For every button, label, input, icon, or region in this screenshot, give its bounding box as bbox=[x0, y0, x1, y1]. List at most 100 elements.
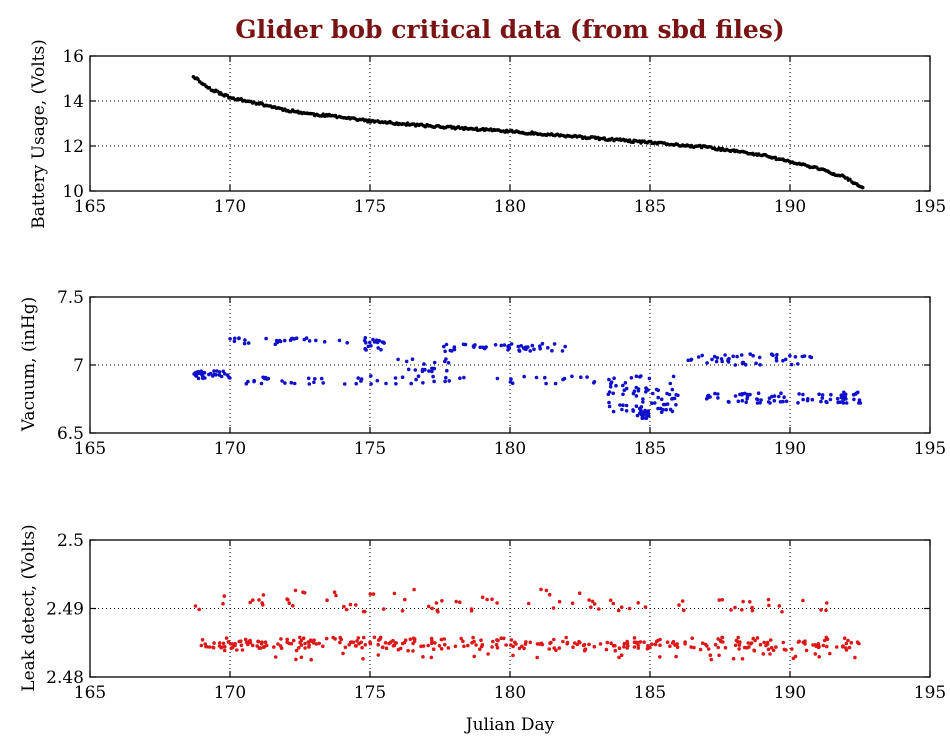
vacuum-data-point bbox=[252, 379, 256, 384]
leak-data-point bbox=[490, 597, 494, 601]
leak-y-tick-label: 2.5 bbox=[57, 531, 84, 551]
vacuum-data-point bbox=[196, 376, 201, 381]
vacuum-data-point bbox=[197, 371, 201, 376]
vacuum-data-point bbox=[829, 392, 833, 397]
vacuum-data-point bbox=[560, 349, 565, 353]
leak-data-point bbox=[677, 603, 681, 607]
vacuum-data-point bbox=[727, 400, 731, 404]
vacuum-data-point bbox=[214, 373, 218, 377]
leak-data-point bbox=[485, 597, 489, 602]
leak-data-point bbox=[557, 646, 562, 650]
vacuum-data-point bbox=[636, 388, 641, 393]
vacuum-y-axis-label: Vacuum, (inHg) bbox=[19, 297, 39, 433]
vacuum-data-point bbox=[443, 349, 447, 354]
vacuum-data-point bbox=[741, 360, 746, 365]
vacuum-panel: Vacuum, (inHg) 165 170 175 180 185 190 195 6.5 7… bbox=[19, 288, 946, 459]
leak-data-point bbox=[443, 642, 447, 647]
vacuum-data-point bbox=[668, 381, 673, 386]
vacuum-data-point bbox=[406, 367, 411, 372]
battery-data-point bbox=[860, 185, 865, 190]
leak-data-point bbox=[306, 640, 311, 644]
leak-data-point bbox=[813, 652, 818, 656]
leak-data-point bbox=[636, 643, 640, 648]
leak-data-point bbox=[294, 648, 299, 653]
vacuum-data-point bbox=[278, 339, 283, 344]
vacuum-data-point bbox=[484, 345, 488, 349]
leak-data-point bbox=[658, 655, 662, 659]
leak-data-point bbox=[403, 638, 408, 642]
leak-data-point bbox=[331, 635, 336, 640]
vacuum-data-point bbox=[788, 354, 792, 358]
leak-data-point bbox=[354, 603, 358, 607]
leak-data-point bbox=[703, 642, 708, 647]
leak-data-point bbox=[577, 639, 581, 644]
figure-title: Glider bob critical data (from sbd files… bbox=[235, 15, 784, 44]
leak-data-point bbox=[408, 637, 413, 641]
leak-data-point bbox=[587, 598, 591, 602]
leak-data-point bbox=[235, 648, 239, 652]
leak-data-point bbox=[353, 644, 358, 648]
leak-data-point bbox=[768, 638, 773, 642]
leak-data-point bbox=[406, 648, 410, 653]
vacuum-data-point bbox=[621, 383, 625, 388]
leak-data-point bbox=[616, 608, 621, 613]
leak-data-point bbox=[636, 601, 640, 605]
leak-data-point bbox=[454, 599, 459, 604]
vacuum-data-point bbox=[783, 357, 788, 362]
leak-data-point bbox=[279, 637, 283, 641]
leak-data-point bbox=[381, 607, 386, 611]
leak-data-point bbox=[611, 601, 616, 606]
leak-data-point bbox=[582, 642, 587, 647]
leak-data-point bbox=[522, 646, 526, 651]
leak-data-point bbox=[332, 590, 337, 594]
vacuum-data-point bbox=[444, 375, 448, 380]
leak-data-point bbox=[849, 640, 854, 645]
vacuum-data-point bbox=[665, 402, 670, 406]
leak-data-point bbox=[824, 635, 829, 640]
vacuum-data-point bbox=[421, 381, 425, 385]
leak-data-point bbox=[737, 643, 742, 647]
leak-data-point bbox=[453, 644, 458, 649]
leak-data-point bbox=[494, 643, 499, 647]
vacuum-data-point bbox=[534, 375, 539, 380]
leak-data-point bbox=[212, 641, 216, 645]
vacuum-data-point bbox=[359, 377, 364, 381]
vacuum-data-point bbox=[363, 336, 368, 340]
vacuum-data-point bbox=[646, 414, 651, 418]
leak-data-point bbox=[222, 648, 227, 653]
leak-data-point bbox=[698, 647, 703, 652]
leak-data-point bbox=[769, 645, 774, 650]
battery-x-tick-label: 190 bbox=[774, 197, 806, 217]
leak-data-point bbox=[421, 655, 425, 659]
vacuum-data-point bbox=[670, 387, 675, 392]
leak-data-point bbox=[622, 645, 626, 649]
vacuum-x-tick-label: 190 bbox=[774, 439, 806, 459]
leak-data-point bbox=[636, 646, 641, 650]
vacuum-data-point bbox=[647, 376, 652, 381]
leak-data-point bbox=[461, 639, 465, 644]
vacuum-data-point bbox=[420, 369, 425, 374]
leak-data-point bbox=[654, 639, 659, 644]
leak-data-point bbox=[458, 600, 462, 604]
vacuum-data-point bbox=[228, 376, 232, 380]
leak-data-point bbox=[261, 593, 266, 597]
leak-data-point bbox=[733, 643, 738, 648]
vacuum-data-point bbox=[820, 396, 825, 400]
leak-data-point bbox=[766, 597, 771, 602]
leak-data-point bbox=[479, 638, 483, 642]
leak-data-point bbox=[762, 640, 766, 645]
leak-data-point bbox=[233, 642, 237, 646]
vacuum-data-point bbox=[528, 349, 532, 353]
vacuum-data-point bbox=[751, 353, 755, 358]
leak-data-point bbox=[230, 642, 235, 646]
x-axis-label: Julian Day bbox=[464, 715, 555, 735]
vacuum-data-point bbox=[611, 391, 615, 396]
leak-data-point bbox=[526, 601, 531, 606]
leak-data-point bbox=[502, 636, 506, 641]
vacuum-data-point bbox=[622, 388, 627, 393]
vacuum-data-point bbox=[733, 394, 738, 398]
leak-data-point bbox=[348, 602, 353, 607]
leak-x-tick-label: 190 bbox=[774, 683, 806, 703]
vacuum-data-point bbox=[857, 398, 862, 402]
leak-data-point bbox=[816, 642, 821, 646]
